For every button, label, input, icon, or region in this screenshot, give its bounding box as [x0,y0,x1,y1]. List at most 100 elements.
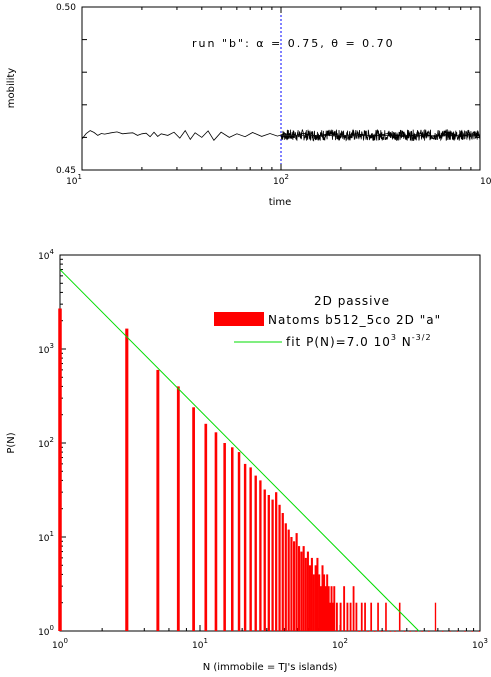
distribution-y-tick-label: 100 [38,624,54,638]
distribution-bar [360,602,363,631]
distribution-bar [304,557,307,631]
legend-fit-label-sup2: -3/2 [412,333,432,342]
distribution-bar [243,463,247,631]
distribution-y-axis-label: P(N) [6,432,17,453]
distribution-bar [364,602,366,631]
distribution-bar [192,407,195,631]
distribution-bar [367,631,370,632]
distribution-bar [394,631,396,632]
distribution-bar [306,551,309,631]
distribution-bar [312,574,315,631]
distribution-x-tick-label-base: 10 [332,641,344,651]
distribution-y-tick-label-base: 10 [38,252,50,262]
distribution-bar [326,574,329,631]
distribution-bar [471,631,473,632]
distribution-title: 2D passive [314,294,390,308]
distribution-bar [249,467,252,631]
distribution-x-tick-label-exponent: 2 [343,637,347,645]
distribution-bar [333,586,336,631]
distribution-bar [254,475,257,631]
distribution-y-tick-label: 101 [38,530,54,544]
run-annotation: run "b": α = 0.75, θ = 0.70 [192,37,395,50]
distribution-bar [287,529,290,631]
distribution-bar [204,423,208,631]
distribution-x-tick-label-exponent: 0 [63,637,67,645]
distribution-bar [308,565,311,631]
distribution-x-tick-label-exponent: 3 [483,637,487,645]
mobility-x-tick-label-base: 10 [273,177,285,187]
distribution-bar [421,631,423,632]
mobility-y-axis-label: mobility [6,68,17,108]
distribution-bar [275,492,278,631]
distribution-bar [464,631,466,632]
distribution-bar [373,631,376,632]
legend-fit-label-sup1: 3 [391,333,397,342]
distribution-bar [370,602,373,631]
distribution-bar [231,447,234,631]
distribution-bar [318,574,321,631]
distribution-bar [314,565,317,631]
distribution-bars [58,308,481,632]
legend-bar-label: Natoms b512_5co 2D "a" [268,313,441,327]
distribution-bar [358,631,361,632]
distribution-bar [377,602,379,631]
distribution-bar [441,631,444,632]
distribution-bar [398,602,401,631]
mobility-x-tick-label-exponent: 2 [284,173,288,181]
distribution-y-tick-label-exponent: 2 [50,436,54,444]
distribution-bar [58,308,62,631]
distribution-bar [300,551,303,631]
legend-fit-label-main: fit P(N)=7.0 10 [286,335,391,349]
distribution-bar [331,602,334,631]
distribution-bar [329,602,332,631]
distribution-bar [281,513,284,631]
distribution-bar [259,480,262,631]
distribution-y-tick-label-exponent: 0 [50,624,54,632]
mobility-x-tick-label: 103 [480,173,491,187]
distribution-bar [478,631,481,632]
distribution-bar [434,602,437,631]
distribution-y-tick-label-exponent: 1 [50,530,54,538]
distribution-y-tick-label-base: 10 [38,440,50,450]
distribution-bar [449,631,451,632]
mobility-x-axis-label: time [269,197,292,208]
distribution-y-tick-label-base: 10 [38,346,50,356]
distribution-x-tick-label-base: 10 [192,641,204,651]
distribution-bar [214,432,218,631]
distribution-bar [290,537,293,631]
distribution-bar [284,523,287,631]
distribution-x-tick-label-exponent: 1 [203,637,207,645]
mobility-x-tick-label-base: 10 [480,177,491,187]
distribution-x-axis-label: N (immobile = TJ's islands) [203,662,338,673]
distribution-bar [319,586,322,631]
distribution-bar [409,631,411,632]
distribution-y-tick-label: 103 [38,342,54,356]
distribution-bar [403,631,406,632]
distribution-bar [156,369,160,631]
fit-line [59,269,420,632]
distribution-bar [278,504,281,631]
distribution-bar [355,602,358,631]
distribution-bar [327,586,330,631]
distribution-y-tick-label-exponent: 3 [50,342,54,350]
distribution-bar [389,631,392,632]
distribution-bar [339,602,342,631]
distribution-bar [176,386,180,631]
distribution-bar [267,495,270,631]
distribution-bar [352,586,355,631]
distribution-bar [346,602,349,631]
distribution-bar [263,489,266,631]
distribution-y-tick-label-exponent: 4 [50,248,55,256]
distribution-bar [324,586,327,631]
distribution-x-ticks: 100 101 102 103 [52,625,488,651]
distribution-bar [223,443,226,631]
distribution-y-tick-label-base: 10 [38,534,50,544]
distribution-bar [343,586,346,631]
distribution-bar [428,631,430,632]
distribution-y-tick-label: 104 [38,248,54,262]
distribution-bar [297,546,301,631]
